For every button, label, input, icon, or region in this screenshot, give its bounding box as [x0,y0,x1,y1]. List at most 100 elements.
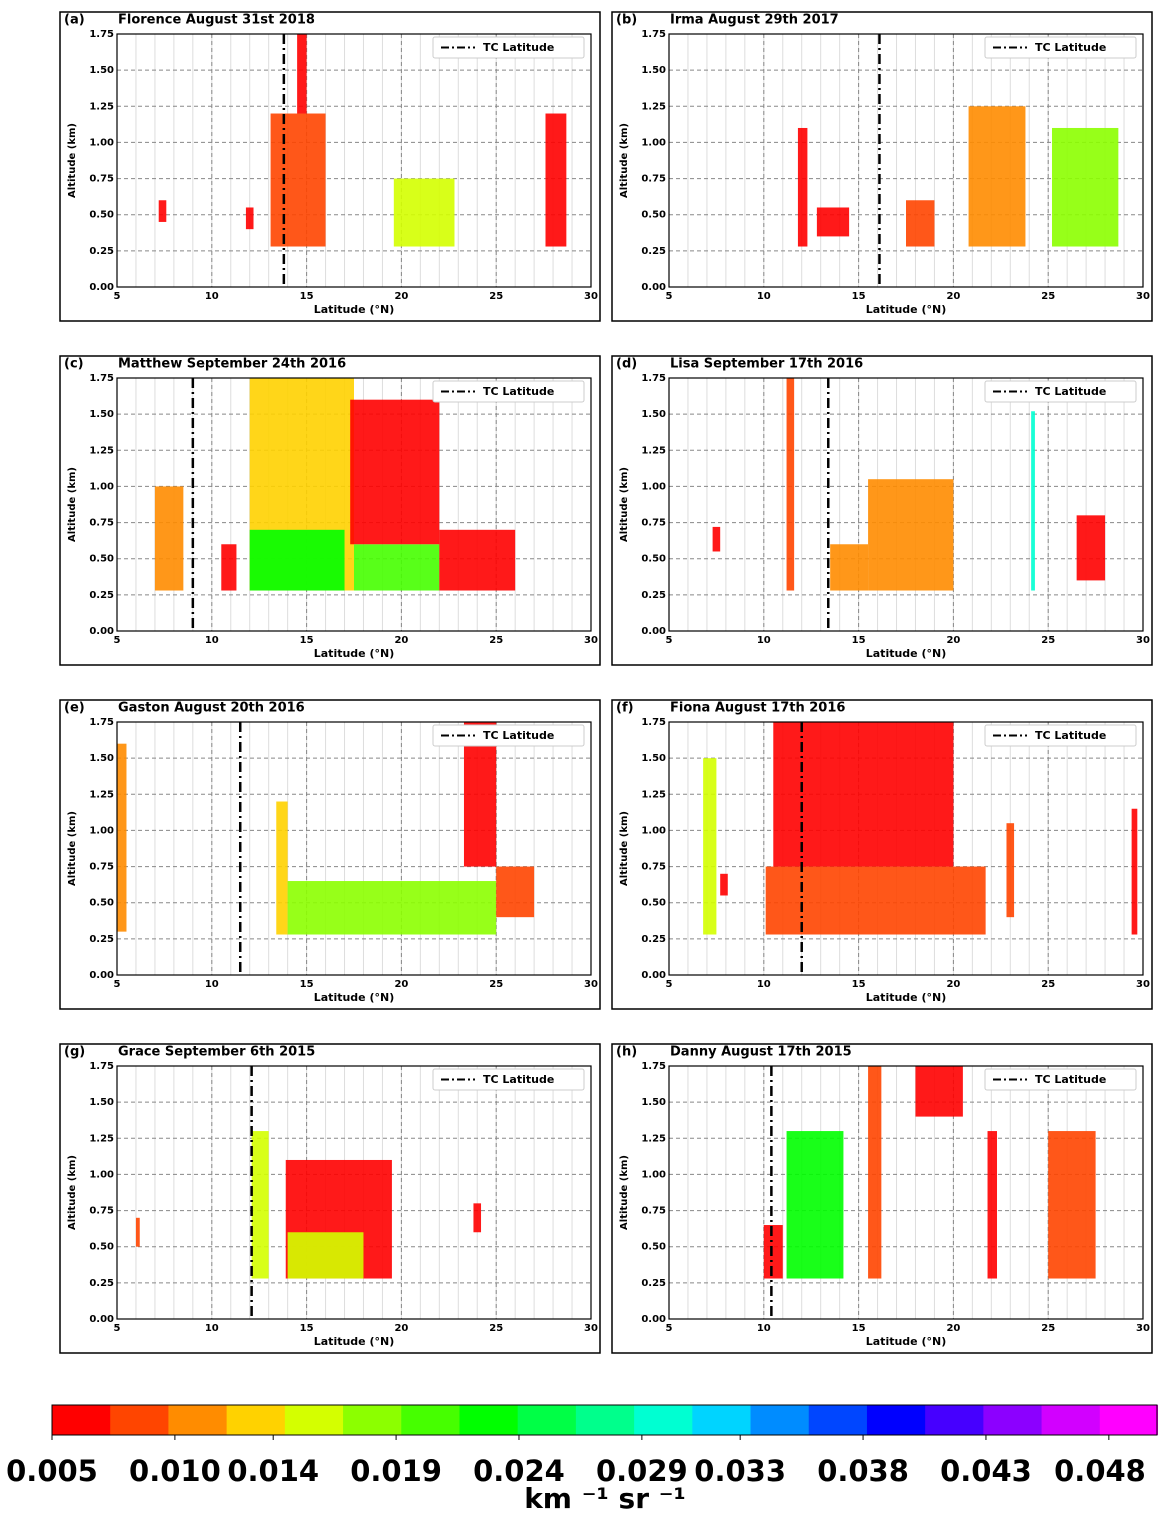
y-axis-label: Altitude (km) [67,1155,78,1230]
y-tick-label: 0.50 [89,898,114,909]
backscatter-region [154,486,184,591]
legend-label: TC Latitude [483,1073,554,1086]
x-axis-label: Latitude (°N) [866,991,946,1004]
panel-frame [59,11,601,322]
backscatter-region [763,1225,783,1279]
y-tick-label: 1.25 [89,1133,114,1144]
x-tick-label: 10 [205,1323,219,1334]
y-tick-label: 0.25 [641,246,666,257]
x-tick-label: 10 [757,291,771,302]
backscatter-region [868,1066,882,1279]
backscatter-region [1051,127,1119,247]
legend-label: TC Latitude [1035,385,1106,398]
x-tick-label: 5 [666,979,673,990]
axes-frame [116,721,592,976]
y-tick-label: 1.00 [641,481,666,492]
y-tick-label: 0.75 [89,174,114,185]
y-tick-label: 1.00 [89,137,114,148]
backscatter-region [287,881,497,935]
y-tick-label: 1.50 [89,409,114,420]
colorbar-segment [168,1405,228,1435]
colorbar-tick-label: 0.019 [350,1454,442,1488]
backscatter-region [354,544,440,591]
y-tick-label: 0.25 [641,590,666,601]
x-tick-label: 30 [1136,635,1150,646]
y-tick-label: 0.00 [89,282,114,293]
x-tick-label: 20 [394,291,408,302]
x-axis-label: Latitude (°N) [314,647,394,660]
legend-label: TC Latitude [483,41,554,54]
backscatter-region [473,1203,482,1233]
backscatter-region [797,127,808,247]
y-tick-label: 0.25 [89,934,114,945]
backscatter-region [1048,1131,1096,1279]
backscatter-region [496,866,535,918]
x-tick-label: 30 [1136,979,1150,990]
panel-frame [611,1043,1153,1354]
y-axis-label: Altitude (km) [67,123,78,198]
panel-title: Danny August 17th 2015 [670,1045,852,1060]
x-tick-label: 5 [114,291,121,302]
axes-frame [116,1065,592,1320]
legend-label: TC Latitude [1035,41,1106,54]
panel-label: (g) [64,1045,85,1060]
x-tick-label: 20 [946,291,960,302]
y-tick-label: 0.50 [641,554,666,565]
x-tick-label: 10 [757,635,771,646]
y-tick-label: 0.25 [641,934,666,945]
backscatter-region [765,866,986,935]
backscatter-region [1076,515,1106,581]
y-tick-label: 0.00 [89,1314,114,1325]
axes-frame [116,33,592,288]
x-tick-label: 25 [489,635,503,646]
y-tick-label: 0.75 [641,518,666,529]
backscatter-region [393,178,455,247]
x-tick-label: 20 [394,1323,408,1334]
x-tick-label: 15 [852,1323,866,1334]
x-tick-label: 15 [300,979,314,990]
colorbar-segment [226,1405,286,1435]
backscatter-region [245,207,254,230]
y-tick-label: 1.50 [641,1097,666,1108]
y-tick-label: 0.00 [641,282,666,293]
x-axis-label: Latitude (°N) [866,303,946,316]
x-tick-label: 15 [300,1323,314,1334]
colorbar-segment [1099,1405,1158,1435]
y-tick-label: 1.75 [641,29,666,40]
y-axis-label: Altitude (km) [619,123,630,198]
x-tick-label: 30 [584,635,598,646]
y-tick-label: 1.00 [89,1169,114,1180]
colorbar-segment [634,1405,693,1435]
x-tick-label: 20 [394,979,408,990]
y-axis-label: Altitude (km) [67,811,78,886]
backscatter-region [1031,411,1035,591]
panel-label: (h) [616,1045,637,1060]
backscatter-region [720,873,728,896]
backscatter-region [987,1131,998,1279]
colorbar-segment [692,1405,752,1435]
panel-frame [59,355,601,666]
colorbar-tick-label: 0.010 [129,1454,221,1488]
x-axis-label: Latitude (°N) [866,1335,946,1348]
x-tick-label: 20 [394,635,408,646]
colorbar-segment [983,1405,1043,1435]
y-tick-label: 0.00 [641,970,666,981]
y-axis-label: Altitude (km) [619,1155,630,1230]
y-tick-label: 0.25 [89,590,114,601]
x-tick-label: 5 [114,635,121,646]
colorbar-segment [575,1405,635,1435]
y-tick-label: 0.50 [641,898,666,909]
x-tick-label: 20 [946,1323,960,1334]
panel-title: Irma August 29th 2017 [670,13,839,28]
colorbar-tick-label: 0.029 [596,1454,688,1488]
x-tick-label: 25 [489,979,503,990]
backscatter-region [117,743,127,932]
y-tick-label: 0.75 [641,174,666,185]
panel-label: (f) [616,701,634,716]
y-tick-label: 0.50 [641,1242,666,1253]
panel-frame [59,699,601,1010]
x-tick-label: 30 [584,1323,598,1334]
backscatter-region [906,200,935,247]
backscatter-region [545,113,567,247]
